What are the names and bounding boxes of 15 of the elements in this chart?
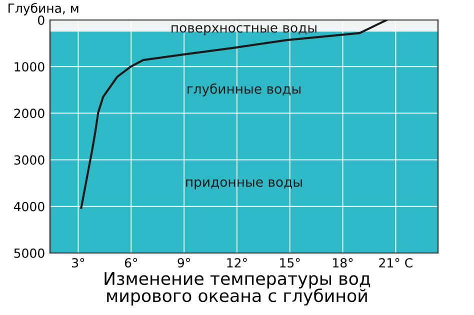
y-tick-label: 2000	[14, 108, 44, 118]
x-tick-label: 12°	[227, 258, 247, 268]
x-tick-label: 3°	[72, 258, 84, 268]
y-tick-label: 1000	[14, 62, 44, 72]
x-tick-label: 18°	[333, 258, 353, 268]
x-tick-label: 15°	[280, 258, 300, 268]
y-tick-label: 3000	[14, 155, 44, 165]
x-tick-label: 6°	[124, 258, 138, 268]
y-tick-label: 4000	[14, 202, 44, 212]
x-tick-label: 21° C	[379, 258, 412, 268]
x-tick-label: 9°	[178, 258, 190, 268]
y-tick-label: 0	[38, 15, 44, 25]
y-tick-label: 5000	[14, 248, 44, 258]
y-axis-title: Глубина, м	[8, 3, 78, 16]
text: Изменение температуры вод мирового океана с глубиной	[104, 272, 370, 306]
